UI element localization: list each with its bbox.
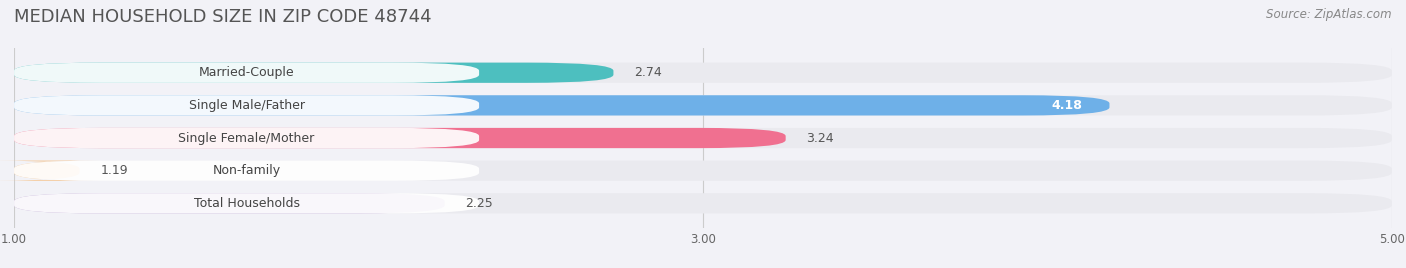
FancyBboxPatch shape	[14, 63, 1392, 83]
FancyBboxPatch shape	[14, 193, 1392, 213]
FancyBboxPatch shape	[14, 128, 786, 148]
FancyBboxPatch shape	[14, 95, 1392, 116]
Text: Married-Couple: Married-Couple	[198, 66, 294, 79]
Text: 2.25: 2.25	[465, 197, 494, 210]
FancyBboxPatch shape	[14, 161, 1392, 181]
FancyBboxPatch shape	[0, 161, 100, 181]
Text: 2.74: 2.74	[634, 66, 662, 79]
Text: Non-family: Non-family	[212, 164, 281, 177]
FancyBboxPatch shape	[14, 63, 479, 83]
FancyBboxPatch shape	[14, 193, 479, 213]
Text: MEDIAN HOUSEHOLD SIZE IN ZIP CODE 48744: MEDIAN HOUSEHOLD SIZE IN ZIP CODE 48744	[14, 8, 432, 26]
FancyBboxPatch shape	[14, 161, 479, 181]
Text: 3.24: 3.24	[807, 132, 834, 144]
Text: Single Female/Mother: Single Female/Mother	[179, 132, 315, 144]
Text: Single Male/Father: Single Male/Father	[188, 99, 305, 112]
FancyBboxPatch shape	[14, 95, 479, 116]
FancyBboxPatch shape	[14, 193, 444, 213]
Text: Source: ZipAtlas.com: Source: ZipAtlas.com	[1267, 8, 1392, 21]
FancyBboxPatch shape	[14, 95, 1109, 116]
Text: Total Households: Total Households	[194, 197, 299, 210]
FancyBboxPatch shape	[14, 128, 1392, 148]
FancyBboxPatch shape	[14, 63, 613, 83]
Text: 1.19: 1.19	[100, 164, 128, 177]
Text: 4.18: 4.18	[1052, 99, 1083, 112]
FancyBboxPatch shape	[14, 128, 479, 148]
